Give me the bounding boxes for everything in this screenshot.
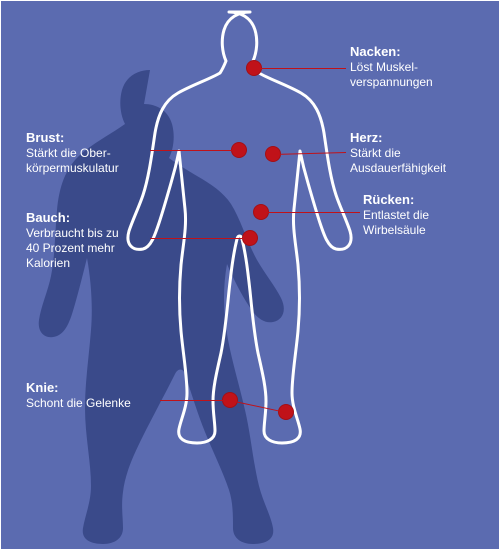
- label-title-brust: Brust:: [26, 130, 166, 146]
- leader-line-ruecken: [261, 212, 360, 213]
- label-brust: Brust:Stärkt die Ober-körpermuskulatur: [26, 130, 166, 176]
- label-desc-bauch: Verbraucht bis zu40 Prozent mehrKalorien: [26, 226, 166, 271]
- label-herz: Herz:Stärkt dieAusdauerfähigkeit: [350, 130, 495, 176]
- label-bauch: Bauch:Verbraucht bis zu40 Prozent mehrKa…: [26, 210, 166, 271]
- label-desc-ruecken: Entlastet dieWirbelsäule: [363, 208, 493, 238]
- label-ruecken: Rücken:Entlastet dieWirbelsäule: [363, 192, 493, 238]
- leader-line-nacken: [254, 68, 346, 69]
- label-desc-brust: Stärkt die Ober-körpermuskulatur: [26, 146, 166, 176]
- label-knie: Knie:Schont die Gelenke: [26, 380, 186, 411]
- label-title-bauch: Bauch:: [26, 210, 166, 226]
- label-nacken: Nacken:Löst Muskel-verspannungen: [350, 44, 490, 90]
- label-desc-knie: Schont die Gelenke: [26, 396, 186, 411]
- label-desc-herz: Stärkt dieAusdauerfähigkeit: [350, 146, 495, 176]
- label-title-ruecken: Rücken:: [363, 192, 493, 208]
- label-title-herz: Herz:: [350, 130, 495, 146]
- label-desc-nacken: Löst Muskel-verspannungen: [350, 60, 490, 90]
- label-title-knie: Knie:: [26, 380, 186, 396]
- label-title-nacken: Nacken:: [350, 44, 490, 60]
- anatomy-infographic: Nacken:Löst Muskel-verspannungenHerz:Stä…: [0, 0, 500, 550]
